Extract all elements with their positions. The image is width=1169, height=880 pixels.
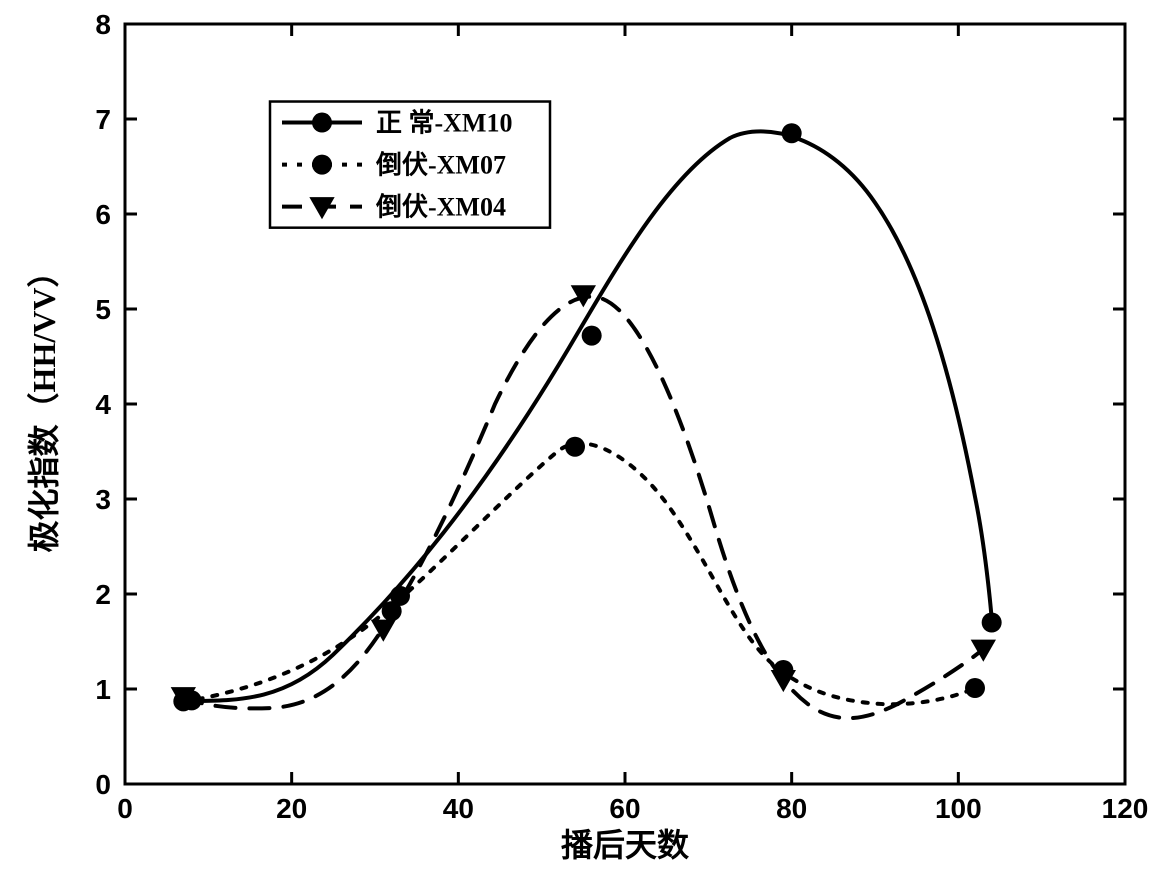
y-tick-label: 0 bbox=[95, 769, 111, 800]
x-tick-label: 100 bbox=[935, 793, 982, 824]
x-tick-label: 120 bbox=[1102, 793, 1149, 824]
data-marker-circle bbox=[782, 123, 802, 143]
y-tick-label: 7 bbox=[95, 104, 111, 135]
x-tick-label: 20 bbox=[276, 793, 307, 824]
y-tick-label: 4 bbox=[95, 389, 111, 420]
legend-label: 正 常-XM10 bbox=[376, 109, 512, 138]
y-tick-label: 8 bbox=[95, 9, 111, 40]
data-marker-circle bbox=[582, 326, 602, 346]
series-line bbox=[183, 297, 983, 719]
x-tick-label: 60 bbox=[609, 793, 640, 824]
series-2 bbox=[171, 285, 996, 718]
polarization-index-chart: 0 20 40 60 80 100 120 0 1 2 3 4 5 6 7 8 播后天数 极化指数（HH/VV） 正… bbox=[0, 0, 1169, 880]
y-tick-label: 5 bbox=[95, 294, 111, 325]
data-marker-circle bbox=[312, 113, 332, 133]
y-tick-label: 1 bbox=[95, 674, 111, 705]
y-tick-label: 2 bbox=[95, 579, 111, 610]
data-marker-triangle-down bbox=[771, 670, 796, 692]
data-marker-circle bbox=[565, 437, 585, 457]
data-marker-circle bbox=[982, 613, 1002, 633]
legend: 正 常-XM10 倒伏-XM07 倒伏-XM04 bbox=[270, 102, 550, 228]
y-tick-label: 6 bbox=[95, 199, 111, 230]
y-tick-label: 3 bbox=[95, 484, 111, 515]
legend-label: 倒伏-XM07 bbox=[375, 151, 506, 180]
legend-label: 倒伏-XM04 bbox=[375, 193, 506, 222]
data-marker-circle bbox=[965, 678, 985, 698]
x-axis-label: 播后天数 bbox=[561, 827, 690, 863]
series-line bbox=[183, 443, 975, 704]
x-tick-label: 0 bbox=[117, 793, 133, 824]
series-1 bbox=[173, 437, 985, 712]
data-marker-triangle-down bbox=[571, 285, 596, 307]
data-marker-circle bbox=[312, 155, 332, 175]
x-tick-label: 40 bbox=[443, 793, 474, 824]
x-tick-label: 80 bbox=[776, 793, 807, 824]
chart-container: 0 20 40 60 80 100 120 0 1 2 3 4 5 6 7 8 播后天数 极化指数（HH/VV） 正… bbox=[0, 0, 1169, 880]
y-axis-label: 极化指数（HH/VV） bbox=[26, 256, 62, 553]
